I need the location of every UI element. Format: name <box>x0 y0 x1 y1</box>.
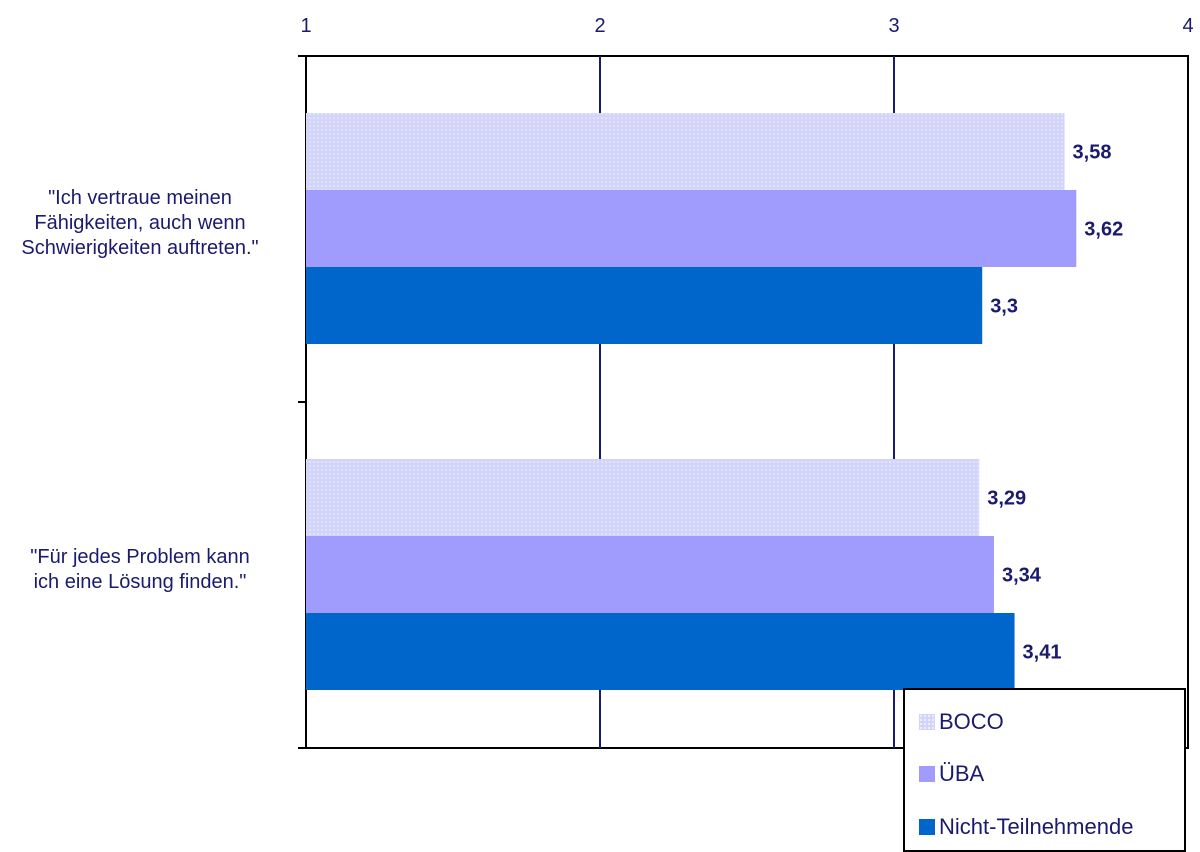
x-tick-label-3: 4 <box>1182 15 1193 37</box>
data-label-s2-c0: 3,3 <box>990 296 1018 318</box>
bar-nicht-teilnehmende-cat-0 <box>306 267 983 344</box>
legend-label-boco: BOCO <box>939 709 1004 734</box>
legend-label-uba: ÜBA <box>939 761 985 786</box>
category-label-0-line-0: "Ich vertraue meinen <box>48 187 232 209</box>
legend-swatch-nicht-teilnehmende <box>919 819 935 835</box>
category-label-1-line-1: ich eine Lösung finden." <box>33 571 247 593</box>
legend-item-nicht-teilnehmende: Nicht-Teilnehmende <box>919 814 1133 840</box>
legend-swatch-uba <box>919 766 935 782</box>
category-label-0-line-1: Fähigkeiten, auch wenn <box>34 212 246 234</box>
category-label-0: "Ich vertraue meinen Fähigkeiten, auch we… <box>0 186 280 261</box>
legend-label-nicht-teilnehmende: Nicht-Teilnehmende <box>939 814 1134 839</box>
x-tick-label-2: 3 <box>888 15 899 37</box>
x-tick-label-0: 1 <box>300 15 311 37</box>
bar-üba-cat-0 <box>306 190 1077 267</box>
data-label-s0-c1: 3,29 <box>987 488 1026 510</box>
data-label-s1-c1: 3,34 <box>1002 565 1042 587</box>
legend-item-boco: BOCO <box>919 709 1004 735</box>
legend-item-uba: ÜBA <box>919 761 984 787</box>
data-label-s2-c1: 3,41 <box>1023 642 1062 664</box>
data-label-s1-c0: 3,62 <box>1084 219 1123 241</box>
x-tick-label-1: 2 <box>594 15 605 37</box>
category-label-1: "Für jedes Problem kann ich eine Lösung f… <box>0 545 280 595</box>
legend: BOCO ÜBA Nicht-Teilnehmende <box>903 688 1186 852</box>
bar-boco-cat-1 <box>306 459 980 536</box>
legend-swatch-boco <box>919 714 935 730</box>
category-label-0-line-2: Schwierigkeiten auftreten." <box>21 237 259 259</box>
bar-üba-cat-1 <box>306 536 994 613</box>
bar-boco-cat-0 <box>306 113 1065 190</box>
data-label-s0-c0: 3,58 <box>1073 142 1112 164</box>
category-label-1-line-0: "Für jedes Problem kann <box>30 546 250 568</box>
bar-nicht-teilnehmende-cat-1 <box>306 613 1015 690</box>
